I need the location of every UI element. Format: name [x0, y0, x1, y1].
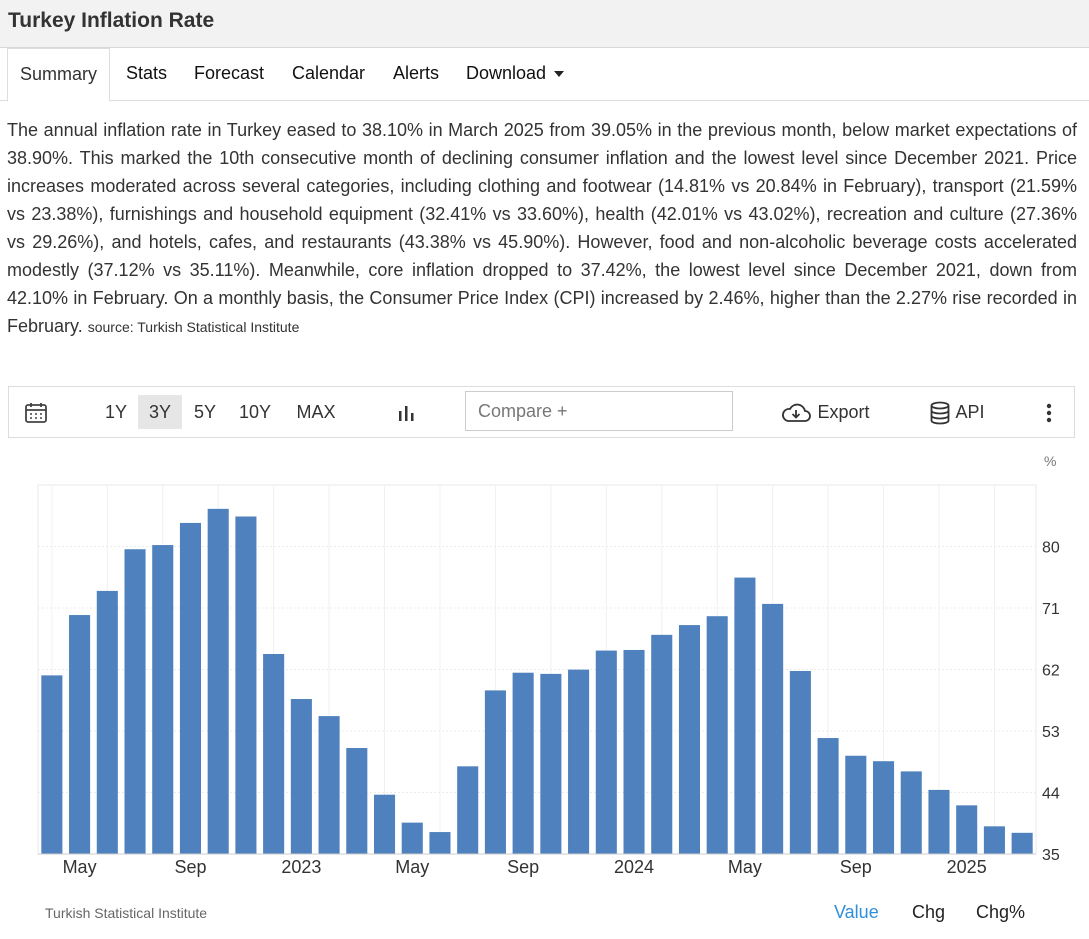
x-tick-label: Sep — [507, 857, 539, 877]
bar — [706, 616, 728, 854]
x-tick-label: 2023 — [281, 857, 321, 877]
bar — [540, 673, 562, 854]
chart-source-label: Turkish Statistical Institute — [45, 905, 208, 921]
x-tick-label: 2024 — [614, 857, 654, 877]
range-max-button[interactable]: MAX — [296, 402, 336, 422]
range-3y-button[interactable]: 3Y — [138, 395, 182, 429]
y-tick-label: 35 — [1042, 847, 1060, 864]
bar — [983, 826, 1005, 854]
bar — [900, 771, 922, 854]
y-tick-label: 71 — [1042, 601, 1060, 618]
bar — [762, 603, 784, 854]
export-button[interactable]: Export — [774, 395, 876, 429]
bar — [429, 832, 451, 854]
bar-chart-icon[interactable] — [391, 395, 421, 429]
api-button[interactable]: API — [921, 395, 993, 429]
bar — [817, 738, 839, 854]
tab-download-label: Download — [466, 63, 547, 83]
y-tick-label: 44 — [1042, 786, 1060, 803]
x-tick-label: May — [63, 857, 97, 877]
view-value-button[interactable]: Value — [834, 902, 879, 922]
range-1y-button[interactable]: 1Y — [104, 402, 128, 422]
summary-description: The annual inflation rate in Turkey ease… — [7, 116, 1077, 341]
more-options-icon[interactable] — [1037, 395, 1061, 429]
bar — [457, 766, 479, 854]
cloud-download-icon — [782, 403, 812, 423]
api-label: API — [955, 402, 985, 422]
y-tick-label: 80 — [1042, 540, 1060, 557]
bar — [956, 805, 978, 854]
inflation-bar-chart: 35 44 53 62 71 80% May Sep 2023 May Sep 2024 May Sep 2… — [37, 453, 1060, 877]
bar — [124, 549, 146, 854]
tab-calendar[interactable]: Calendar — [292, 63, 366, 83]
x-tick-label: May — [395, 857, 429, 877]
bar — [373, 794, 396, 854]
y-tick-label: 62 — [1042, 663, 1060, 680]
bar — [179, 522, 202, 854]
bar — [568, 669, 590, 854]
chart-toolbar: 1Y 3Y 5Y 10Y MAX Export API — [8, 386, 1075, 438]
x-tick-label: 2025 — [947, 857, 987, 877]
bar — [1011, 832, 1033, 854]
bar — [872, 761, 895, 854]
bar — [318, 716, 340, 854]
source-note: source: Turkish Statistical Institute — [87, 319, 300, 335]
bar — [207, 508, 229, 854]
x-tick-label: Sep — [174, 857, 206, 877]
bar — [789, 671, 811, 854]
bar — [734, 577, 756, 854]
bar — [928, 789, 950, 854]
bar — [845, 755, 867, 854]
range-5y-button[interactable]: 5Y — [193, 402, 217, 422]
tab-summary[interactable]: Summary — [7, 48, 111, 102]
bar — [651, 634, 673, 854]
description-text: The annual inflation rate in Turkey ease… — [7, 120, 1077, 336]
bar — [235, 516, 257, 854]
bar — [96, 590, 118, 854]
title-bar: Turkey Inflation Rate — [0, 0, 1089, 48]
export-label: Export — [817, 402, 870, 422]
bar — [69, 615, 91, 854]
tab-stats[interactable]: Stats — [126, 63, 168, 83]
bar — [484, 690, 506, 854]
chart-area: 35 44 53 62 71 80% May Sep 2023 May Sep 2024 May Sep 2… — [0, 440, 1089, 877]
view-chg-percent-button[interactable]: Chg% — [976, 902, 1026, 922]
bar — [152, 545, 174, 854]
y-unit-label: % — [1044, 453, 1056, 469]
bar — [678, 625, 701, 854]
bar — [263, 653, 285, 854]
database-icon — [931, 401, 950, 425]
bar — [512, 672, 534, 854]
caret-down-icon — [554, 71, 565, 78]
bar — [346, 748, 368, 854]
bar — [290, 699, 312, 854]
range-10y-button[interactable]: 10Y — [238, 402, 272, 422]
tab-download[interactable]: Download — [466, 48, 565, 100]
compare-input[interactable] — [465, 391, 733, 431]
calendar-icon[interactable] — [21, 395, 51, 429]
bar — [41, 675, 63, 854]
bar — [401, 822, 423, 854]
page-title: Turkey Inflation Rate — [8, 9, 215, 32]
x-tick-label: May — [728, 857, 762, 877]
x-tick-label: Sep — [840, 857, 872, 877]
view-chg-button[interactable]: Chg — [912, 902, 946, 922]
tab-forecast[interactable]: Forecast — [194, 63, 265, 83]
y-tick-label: 53 — [1042, 724, 1060, 741]
tab-alerts[interactable]: Alerts — [393, 63, 440, 83]
tab-bar: Summary Stats Forecast Calendar Alerts D… — [0, 48, 1089, 102]
bar — [595, 650, 617, 854]
bar — [623, 649, 645, 854]
